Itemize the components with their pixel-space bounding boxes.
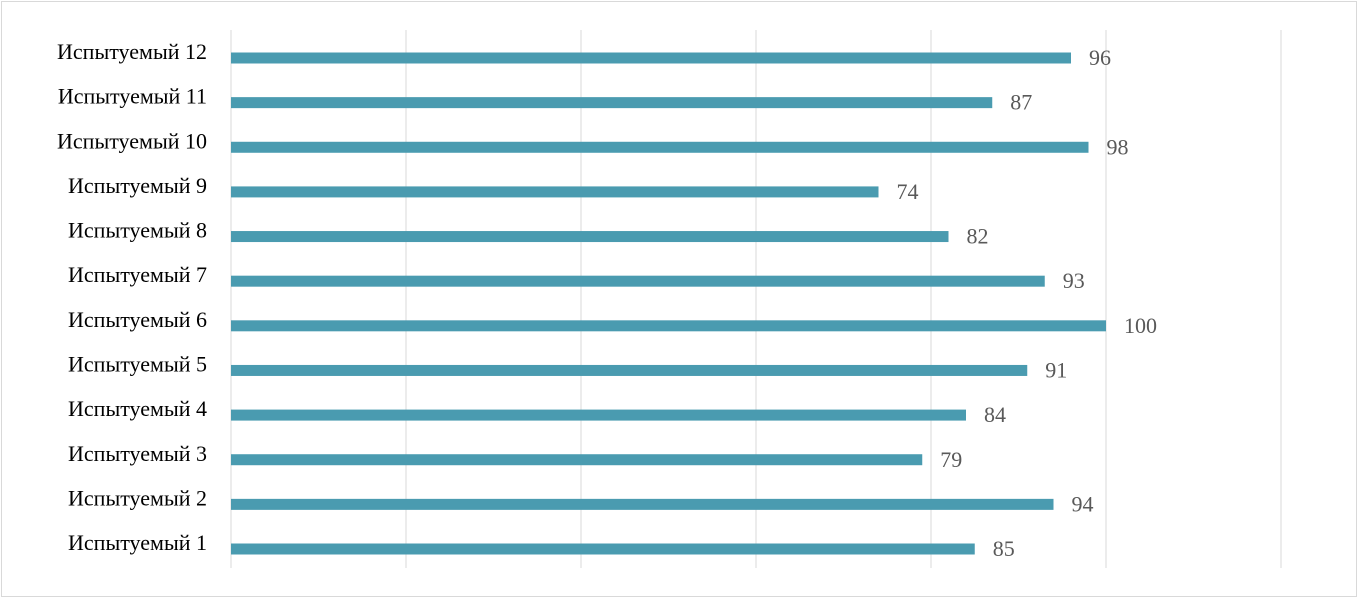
bar bbox=[231, 454, 923, 466]
y-tick-label: Испытуемый 7 bbox=[68, 262, 207, 287]
bar bbox=[231, 498, 1054, 510]
y-tick-label: Испытуемый 1 bbox=[68, 530, 207, 555]
data-label: 93 bbox=[1063, 268, 1085, 293]
bar bbox=[231, 231, 949, 243]
data-label: 82 bbox=[967, 224, 989, 249]
y-tick-label: Испытуемый 11 bbox=[58, 84, 207, 109]
bar bbox=[231, 320, 1106, 332]
y-tick-label: Испытуемый 12 bbox=[57, 39, 207, 64]
data-label: 84 bbox=[984, 402, 1006, 427]
y-tick-label: Испытуемый 2 bbox=[68, 485, 207, 510]
bar bbox=[231, 275, 1045, 287]
y-tick-label: Испытуемый 3 bbox=[68, 441, 207, 466]
y-tick-label: Испытуемый 9 bbox=[68, 173, 207, 198]
data-label: 96 bbox=[1089, 45, 1111, 70]
y-tick-label: Испытуемый 4 bbox=[68, 396, 207, 421]
data-label: 94 bbox=[1072, 491, 1094, 516]
bar bbox=[231, 364, 1028, 376]
data-label: 79 bbox=[940, 447, 962, 472]
data-label: 98 bbox=[1107, 134, 1129, 159]
y-tick-label: Испытуемый 10 bbox=[57, 128, 207, 153]
bar bbox=[231, 52, 1071, 64]
bar bbox=[231, 186, 879, 198]
y-tick-label: Испытуемый 6 bbox=[68, 307, 207, 332]
data-label: 74 bbox=[897, 179, 919, 204]
bar bbox=[231, 543, 975, 555]
y-tick-label: Испытуемый 8 bbox=[68, 218, 207, 243]
data-label: 85 bbox=[993, 536, 1015, 561]
bar bbox=[231, 409, 966, 421]
y-tick-label: Испытуемый 5 bbox=[68, 352, 207, 377]
bar bbox=[231, 141, 1089, 153]
data-label: 87 bbox=[1010, 90, 1032, 115]
bar bbox=[231, 97, 993, 109]
data-label: 100 bbox=[1124, 313, 1157, 338]
data-label: 91 bbox=[1045, 358, 1067, 383]
